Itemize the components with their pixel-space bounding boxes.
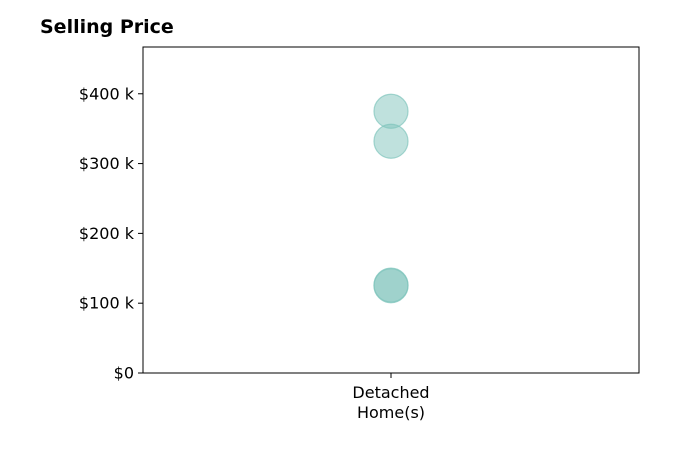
y-tick-label-2: $200 k	[79, 224, 135, 243]
data-point-3	[373, 268, 409, 304]
y-tick-label-3: $300 k	[79, 154, 135, 173]
points-layer	[373, 93, 409, 304]
y-tick-label-1: $100 k	[79, 294, 135, 313]
y-tick-label-4: $400 k	[79, 84, 135, 103]
y-tick-label-0: $0	[114, 364, 134, 383]
chart-title: Selling Price	[40, 16, 174, 38]
data-point-0	[373, 93, 409, 129]
x-tick-label-0: Detached Home(s)	[352, 383, 429, 422]
data-point-1	[373, 123, 409, 159]
axes-layer: $0 $100 k $200 k $300 k $400 k Detached Home(s…	[79, 46, 640, 422]
